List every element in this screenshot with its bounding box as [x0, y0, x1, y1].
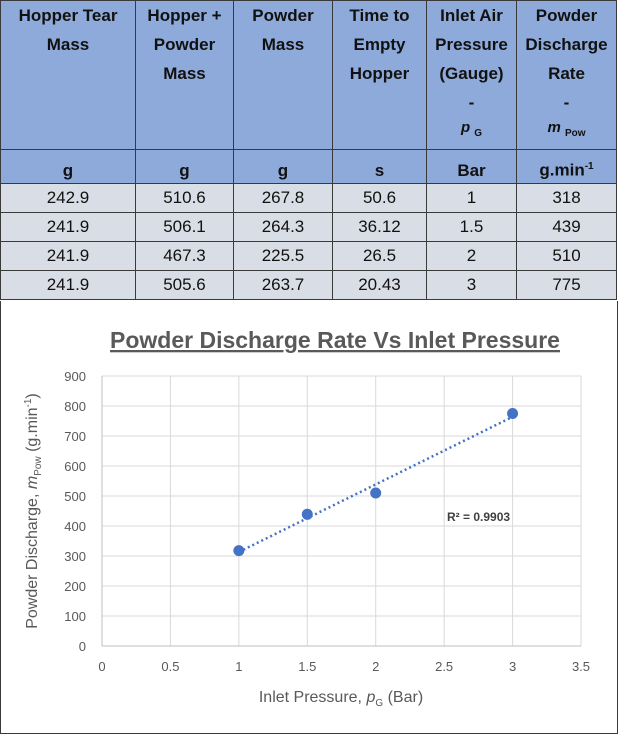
chart-panel: Powder Discharge Rate Vs Inlet Pressure … — [0, 301, 618, 734]
data-point — [370, 487, 382, 499]
chart-title: Powder Discharge Rate Vs Inlet Pressure — [110, 327, 560, 353]
y-tick-label: 800 — [64, 399, 86, 414]
x-tick-label: 3.5 — [572, 659, 590, 674]
column-header-label: Hopper Tear Mass — [18, 6, 118, 54]
table-cell[interactable]: 20.43 — [332, 270, 427, 300]
table-cell[interactable]: 506.1 — [135, 212, 234, 242]
chart-axes: 0 100 200 300 400 500 600 700 800 900 0 0.5 1 1.5 2 2.5… — [64, 369, 590, 674]
table-cell[interactable]: 264.3 — [233, 212, 333, 242]
column-unit: g — [233, 149, 333, 184]
table-cell[interactable]: 2 — [426, 241, 517, 271]
table-row: 241.9 467.3 225.5 26.5 2 510 — [0, 241, 617, 271]
column-unit: g.min-1 — [516, 149, 617, 184]
table-cell[interactable]: 26.5 — [332, 241, 427, 271]
column-unit: s — [332, 149, 427, 184]
chart-points — [233, 408, 519, 557]
x-tick-label: 0.5 — [161, 659, 179, 674]
table-cell[interactable]: 267.8 — [233, 183, 333, 213]
column-symbol: p G — [460, 119, 483, 139]
table-body: 242.9 510.6 267.8 50.6 1 318 241.9 506.1 264.3 36… — [0, 183, 617, 300]
table-row: 241.9 506.1 264.3 36.12 1.5 439 — [0, 212, 617, 242]
table-cell[interactable]: 439 — [516, 212, 617, 242]
x-tick-label: 3 — [509, 659, 516, 674]
x-tick-label: 1.5 — [298, 659, 316, 674]
table-cell[interactable]: 241.9 — [0, 270, 136, 300]
table-cell[interactable]: 241.9 — [0, 212, 136, 242]
y-tick-label: 200 — [64, 579, 86, 594]
table-cell[interactable]: 1 — [426, 183, 517, 213]
data-point — [233, 545, 245, 557]
data-point — [507, 408, 519, 419]
y-tick-label: 400 — [64, 519, 86, 534]
table-row: 242.9 510.6 267.8 50.6 1 318 — [0, 183, 617, 213]
column-header: Hopper Tear Mass — [0, 0, 136, 150]
y-tick-label: 700 — [64, 429, 86, 444]
table-header-row: Hopper Tear Mass Hopper + Powder Mass Powd… — [0, 0, 617, 150]
chart-gridlines — [102, 375, 582, 646]
table-cell[interactable]: 50.6 — [332, 183, 427, 213]
column-unit: Bar — [426, 149, 517, 184]
column-header-label: Powder Mass — [252, 6, 314, 54]
data-table: Hopper Tear Mass Hopper + Powder Mass Powd… — [0, 0, 617, 300]
scatter-chart: Powder Discharge Rate Vs Inlet Pressure … — [23, 327, 590, 709]
table-cell[interactable]: 242.9 — [0, 183, 136, 213]
y-tick-label: 100 — [64, 609, 86, 624]
column-header-label: Inlet Air Pressure (Gauge) - — [435, 6, 508, 112]
data-point — [301, 508, 313, 520]
table-cell[interactable]: 241.9 — [0, 241, 136, 271]
column-symbol: m Pow — [547, 119, 586, 139]
column-header: Powder Discharge Rate - m Pow — [516, 0, 617, 150]
chart-trendline-group — [238, 415, 514, 554]
table-cell[interactable]: 467.3 — [135, 241, 234, 271]
table-cell[interactable]: 505.6 — [135, 270, 234, 300]
column-unit: g — [135, 149, 234, 184]
table-cell[interactable]: 510 — [516, 241, 617, 271]
column-unit: g — [0, 149, 136, 184]
x-tick-label: 2 — [372, 659, 379, 674]
x-tick-label: 2.5 — [435, 659, 453, 674]
column-header-label: Hopper + Powder Mass — [147, 6, 222, 83]
table-cell[interactable]: 318 — [516, 183, 617, 213]
column-header: Inlet Air Pressure (Gauge) - p G — [426, 0, 517, 150]
column-header: Time to Empty Hopper — [332, 0, 427, 150]
table-row: 241.9 505.6 263.7 20.43 3 775 — [0, 270, 617, 300]
table-cell[interactable]: 775 — [516, 270, 617, 300]
table-cell[interactable]: 263.7 — [233, 270, 333, 300]
x-axis-label: Inlet Pressure, pG (Bar) — [259, 689, 423, 709]
y-tick-label: 500 — [64, 489, 86, 504]
table-cell[interactable]: 1.5 — [426, 212, 517, 242]
table-cell[interactable]: 36.12 — [332, 212, 427, 242]
y-axis-label: Powder Discharge, mPow (g.min-1) — [23, 393, 44, 629]
column-header: Hopper + Powder Mass — [135, 0, 234, 150]
x-tick-label: 0 — [98, 659, 105, 674]
column-header-label: Time to Empty Hopper — [349, 6, 410, 83]
table-units-row: g g g s Bar g.min-1 — [0, 149, 617, 184]
y-tick-label: 900 — [64, 369, 86, 384]
table-cell[interactable]: 225.5 — [233, 241, 333, 271]
y-tick-label: 300 — [64, 549, 86, 564]
y-tick-label: 0 — [79, 639, 86, 654]
column-header: Powder Mass — [233, 0, 333, 150]
x-tick-label: 1 — [235, 659, 242, 674]
table-cell[interactable]: 510.6 — [135, 183, 234, 213]
trendline — [238, 415, 514, 554]
column-header-label: Powder Discharge Rate - — [525, 6, 608, 112]
y-tick-label: 600 — [64, 459, 86, 474]
table-cell[interactable]: 3 — [426, 270, 517, 300]
r-squared-label: R² = 0.9903 — [447, 510, 510, 524]
